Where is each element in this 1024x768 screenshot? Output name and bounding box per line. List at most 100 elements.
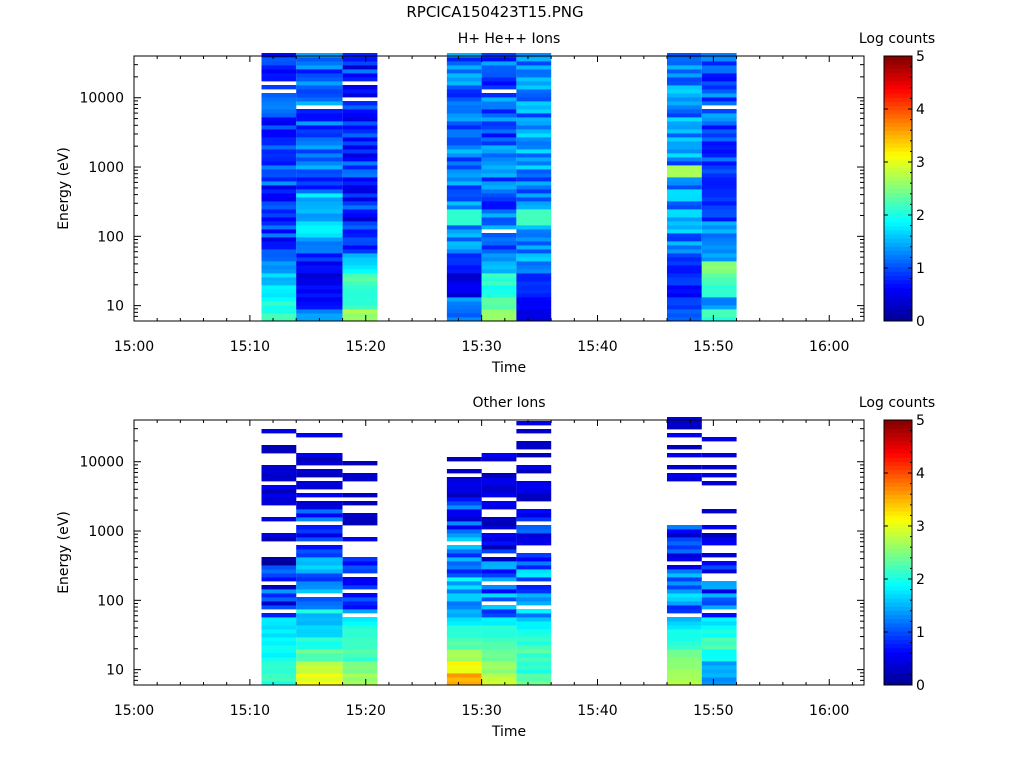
spectrogram-cell	[701, 553, 737, 558]
spectrogram-cell	[296, 217, 343, 222]
spectrogram-cell	[296, 517, 343, 522]
spectrogram-cell	[667, 205, 702, 210]
spectrogram-cell	[481, 237, 517, 242]
spectrogram-cell	[701, 117, 737, 122]
y-axis-label: Energy (eV)	[56, 511, 72, 594]
spectrogram-cell	[667, 645, 702, 650]
spectrogram-cell	[481, 477, 517, 482]
spectrogram-cell	[446, 489, 482, 494]
spectrogram-cell	[481, 257, 517, 262]
spectrogram-cell	[701, 57, 737, 62]
spectrogram-cell	[296, 289, 343, 294]
spectrogram-cell	[446, 601, 482, 606]
spectrogram-cell	[701, 633, 737, 638]
spectrogram-cell	[516, 665, 552, 670]
spectrogram-cell	[667, 573, 702, 578]
spectrogram-cell	[701, 589, 737, 594]
spectrogram-cell	[701, 533, 737, 538]
spectrogram-cell	[446, 309, 482, 314]
spectrogram-cell	[667, 285, 702, 290]
spectrogram-cell	[446, 549, 482, 554]
spectrogram-cell	[261, 121, 297, 126]
colorbar-tick-label: 5	[916, 49, 925, 65]
spectrogram-cell	[446, 569, 482, 574]
spectrogram-cell	[481, 209, 517, 214]
spectrogram-cell	[667, 593, 702, 598]
spectrogram-cell	[701, 261, 737, 266]
spectrogram-cell	[516, 197, 552, 202]
spectrogram-cell	[296, 213, 343, 218]
spectrogram-cell	[342, 513, 378, 518]
spectrogram-cell	[481, 129, 517, 134]
colorbar-tick-label: 3	[916, 155, 925, 171]
spectrogram-cell	[516, 57, 552, 62]
spectrogram-cell	[701, 617, 737, 622]
spectrogram-cell	[342, 205, 378, 210]
spectrogram-cell	[701, 205, 737, 210]
spectrogram-cell	[516, 561, 552, 566]
spectrogram-column	[296, 433, 343, 686]
spectrogram-cell	[701, 169, 737, 174]
colorbar-swatch	[884, 606, 912, 611]
spectrogram-cell	[667, 289, 702, 294]
spectrogram-cell	[667, 85, 702, 90]
spectrogram-cell	[446, 65, 482, 70]
spectrogram-cell	[446, 101, 482, 106]
spectrogram-cell	[446, 457, 482, 462]
colorbar-swatch	[884, 598, 912, 603]
spectrogram-cell	[516, 229, 552, 234]
spectrogram-cell	[296, 257, 343, 262]
colorbar-tick-label: 1	[916, 261, 925, 277]
spectrogram-cell	[296, 129, 343, 134]
x-axis-label: Time	[491, 724, 526, 740]
x-tick-label: 15:30	[461, 703, 501, 719]
y-tick-label: 100	[97, 229, 124, 245]
spectrogram-cell	[481, 561, 517, 566]
spectrogram-cell	[261, 617, 297, 622]
spectrogram-cell	[701, 257, 737, 262]
spectrogram-cell	[342, 629, 378, 634]
spectrogram-cell	[296, 297, 343, 302]
colorbar-swatch	[884, 292, 912, 297]
spectrogram-cell	[446, 125, 482, 130]
spectrogram-cell	[446, 537, 482, 542]
spectrogram-cell	[481, 249, 517, 254]
spectrogram-cell	[516, 637, 552, 642]
spectrogram-cell	[701, 437, 737, 442]
spectrogram-cell	[516, 257, 552, 262]
spectrogram-cell	[342, 557, 378, 562]
spectrogram-cell	[701, 61, 737, 66]
spectrogram-cell	[481, 641, 517, 646]
spectrogram-cell	[342, 473, 378, 478]
spectrogram-cell	[481, 633, 517, 638]
spectrogram-cell	[342, 257, 378, 262]
spectrogram-cell	[296, 73, 343, 78]
spectrogram-cell	[481, 657, 517, 662]
spectrogram-cell	[701, 53, 737, 58]
spectrogram-cell	[342, 193, 378, 198]
spectrogram-cell	[516, 261, 552, 266]
colorbar-swatch	[884, 527, 912, 533]
colorbar-swatch	[884, 668, 912, 674]
spectrogram-cell	[446, 273, 482, 278]
colorbar-swatch	[884, 192, 912, 198]
spectrogram-cell	[446, 597, 482, 602]
spectrogram-cell	[296, 153, 343, 158]
spectrogram-cell	[261, 565, 297, 570]
x-tick-label: 15:50	[693, 703, 733, 719]
spectrogram-cell	[701, 629, 737, 634]
spectrogram-cell	[446, 645, 482, 650]
spectrogram-cell	[701, 197, 737, 202]
spectrogram-cell	[296, 69, 343, 74]
spectrogram-cell	[516, 205, 552, 210]
colorbar-swatch	[884, 159, 912, 165]
spectrogram-cell	[261, 249, 297, 254]
spectrogram-cell	[667, 433, 702, 438]
spectrogram-cell	[261, 101, 297, 106]
colorbar-swatch	[884, 643, 912, 649]
spectrogram-cell	[481, 541, 517, 546]
spectrogram-cell	[342, 633, 378, 638]
spectrogram-cell	[342, 73, 378, 78]
spectrogram-cell	[481, 273, 517, 278]
spectrogram-cell	[516, 141, 552, 146]
